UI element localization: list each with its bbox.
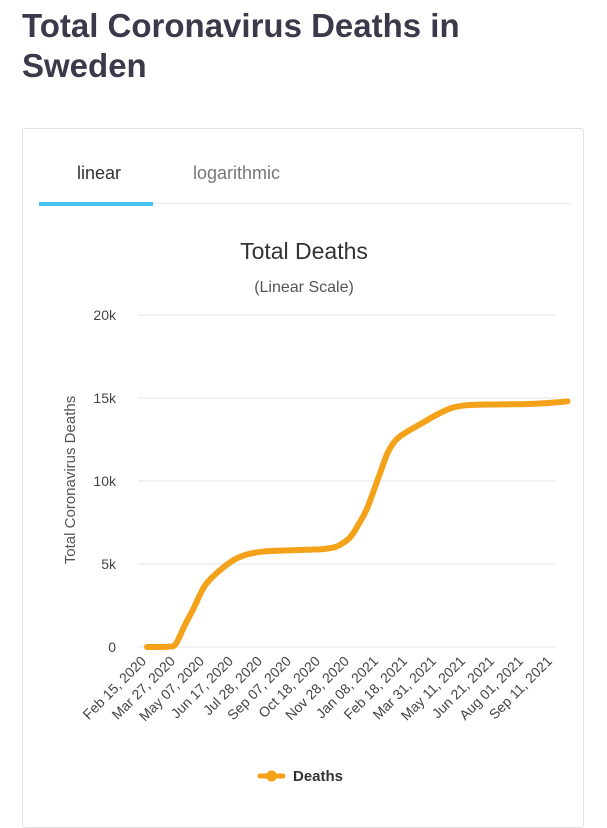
grid-lines bbox=[138, 314, 555, 648]
chart-subtitle: (Linear Scale) bbox=[254, 279, 354, 296]
y-tick-label: 10k bbox=[93, 473, 117, 489]
page-title: Total Coronavirus Deaths in Sweden bbox=[22, 7, 460, 84]
chart-card: linear logarithmic Total Deaths (Linear … bbox=[22, 128, 584, 828]
legend[interactable]: Deaths bbox=[257, 768, 343, 785]
y-tick-label: 0 bbox=[108, 639, 116, 655]
tab-linear[interactable]: linear bbox=[77, 163, 122, 183]
series-line-deaths[interactable] bbox=[144, 398, 571, 651]
chart-svg: Total Deaths (Linear Scale) Total Corona… bbox=[62, 238, 571, 785]
series-group bbox=[144, 398, 571, 651]
legend-marker bbox=[266, 770, 277, 782]
scale-tabs: linear logarithmic bbox=[39, 129, 571, 206]
legend-label[interactable]: Deaths bbox=[293, 768, 343, 785]
y-tick-label: 20k bbox=[93, 307, 117, 323]
y-axis-label: Total Coronavirus Deaths bbox=[62, 396, 79, 564]
y-tick-label: 5k bbox=[101, 556, 117, 572]
y-axis-ticks: 0 5k 10k 15k 20k bbox=[93, 307, 117, 655]
active-tab-indicator bbox=[39, 202, 153, 206]
tab-logarithmic[interactable]: logarithmic bbox=[193, 163, 281, 183]
y-tick-label: 15k bbox=[93, 390, 117, 406]
chart-title: Total Deaths bbox=[240, 238, 368, 264]
